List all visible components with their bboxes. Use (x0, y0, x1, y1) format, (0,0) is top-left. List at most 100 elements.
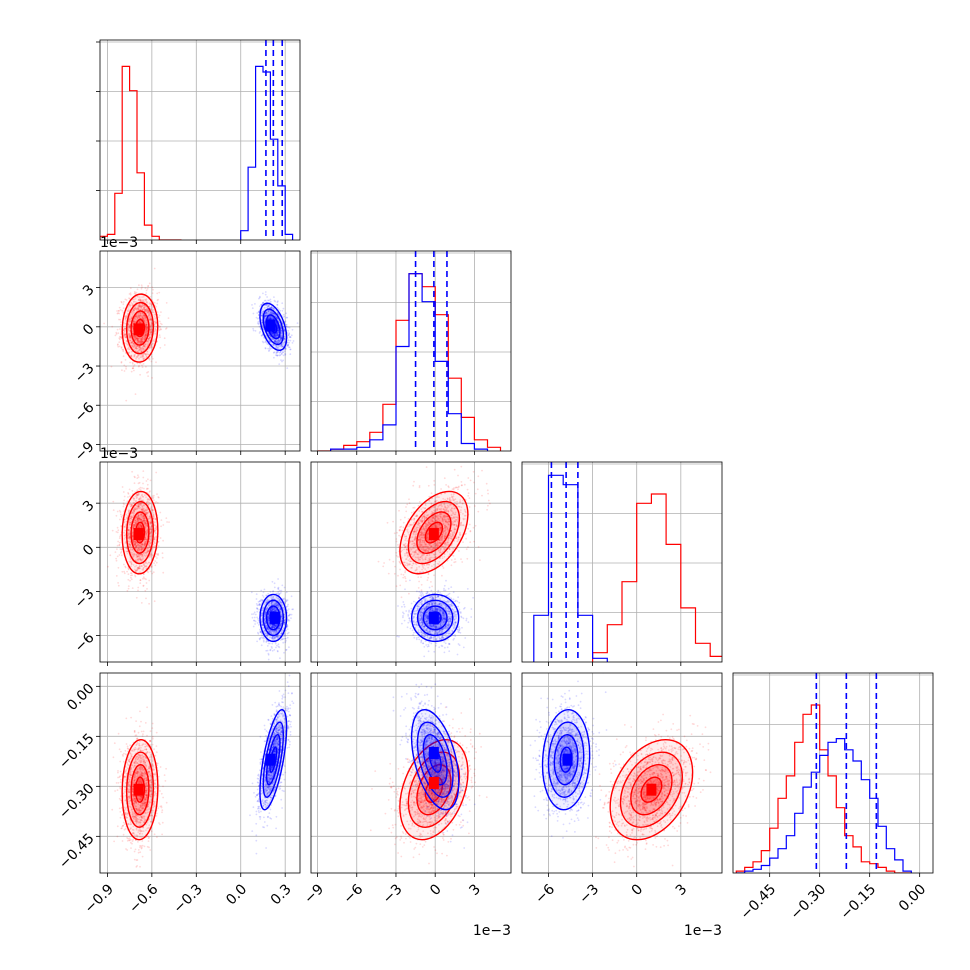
sample-point (270, 626, 273, 629)
sample-point (264, 613, 267, 616)
sample-point (283, 651, 285, 654)
sample-point (277, 604, 279, 606)
sample-point (129, 293, 132, 296)
sample-point (134, 540, 137, 543)
sample-point (270, 310, 272, 313)
sample-point (142, 585, 145, 587)
sample-point (252, 613, 255, 615)
sample-point (140, 518, 142, 521)
sample-point (154, 328, 157, 331)
sample-point (142, 337, 145, 340)
sample-point (140, 602, 143, 604)
sample-point (273, 333, 276, 335)
sample-point (133, 497, 136, 500)
sample-point (139, 502, 142, 505)
sample-point (276, 311, 279, 314)
sample-point (146, 562, 149, 565)
sample-point (277, 329, 280, 332)
sample-point (133, 300, 136, 303)
peak-density-marker (133, 323, 144, 336)
sample-point (279, 601, 282, 604)
sample-point (264, 315, 267, 318)
sample-point (139, 348, 141, 351)
sample-point (272, 343, 275, 346)
sample-point (133, 482, 136, 485)
sample-point (267, 310, 270, 313)
sample-point (135, 344, 137, 347)
sample-point (161, 552, 164, 555)
sample-point (146, 498, 149, 501)
sample-point (141, 338, 144, 341)
sample-point (129, 543, 131, 546)
sample-point (118, 554, 121, 556)
sample-point (268, 315, 271, 318)
sample-point (269, 306, 272, 309)
sample-point (130, 341, 133, 344)
sample-point (127, 328, 130, 331)
sample-point (275, 352, 278, 355)
sample-point (129, 519, 131, 522)
sample-point (135, 308, 137, 311)
sample-point (277, 588, 280, 591)
sample-point (275, 336, 278, 339)
sample-point (267, 347, 269, 350)
sample-point (129, 517, 132, 520)
sample-point (128, 337, 131, 339)
sample-point (271, 647, 273, 649)
sample-point (138, 345, 141, 348)
sample-point (158, 291, 161, 294)
sample-point (138, 304, 141, 306)
sample-point (148, 538, 151, 541)
sample-point (276, 634, 279, 637)
sample-point (132, 497, 135, 500)
sample-point (136, 518, 139, 520)
sample-point (266, 311, 268, 314)
sample-point (279, 639, 282, 641)
sample-point (144, 538, 147, 541)
sample-point (275, 336, 277, 339)
sample-point (283, 330, 286, 333)
sample-point (283, 329, 286, 332)
sample-point (145, 356, 148, 358)
sample-point (144, 530, 147, 533)
sample-point (159, 346, 162, 349)
sample-point (270, 623, 273, 626)
sample-point (146, 309, 149, 312)
sample-point (128, 530, 130, 532)
sample-point (155, 325, 158, 328)
sample-point (142, 354, 145, 357)
sample-point (131, 536, 134, 538)
sample-point (136, 507, 138, 510)
sample-point (149, 329, 152, 332)
sample-point (142, 576, 145, 579)
sample-point (139, 308, 141, 311)
sample-point (134, 542, 137, 544)
sample-point (264, 347, 267, 350)
sample-point (145, 328, 148, 331)
sample-point (142, 567, 145, 570)
sample-point (132, 367, 135, 369)
sample-point (271, 312, 274, 315)
sample-point (265, 312, 267, 314)
sample-point (154, 545, 157, 547)
sample-point (272, 308, 274, 310)
sample-point (272, 313, 275, 315)
sample-point (144, 511, 147, 514)
sample-point (287, 614, 290, 617)
sample-point (150, 553, 153, 556)
sample-point (138, 315, 141, 318)
sample-point (280, 337, 282, 339)
sample-point (156, 302, 159, 305)
sample-point (274, 334, 276, 337)
sample-point (279, 336, 282, 338)
sample-point (274, 340, 276, 342)
sample-point (264, 613, 267, 615)
sample-point (150, 304, 153, 307)
sample-point (275, 596, 277, 598)
sample-point (130, 505, 132, 508)
sample-point (284, 348, 287, 351)
sample-point (273, 340, 276, 343)
sample-point (140, 518, 143, 521)
sample-point (150, 526, 152, 528)
sample-point (267, 617, 270, 620)
